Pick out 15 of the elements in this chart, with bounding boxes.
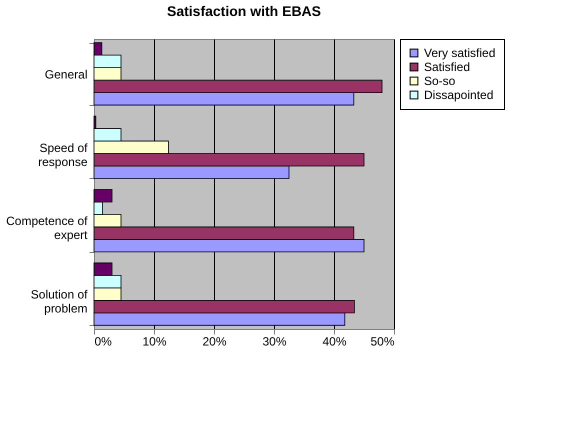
chart-title: Satisfaction with EBAS [166,3,322,19]
y-tick-label: Solution of problem [30,288,88,316]
x-tick-label: 50% [370,334,395,348]
legend-label: Very satisfied [424,46,496,60]
legend-label: Satisfied [424,60,470,74]
y-tick-label: Speed of response [38,140,88,169]
x-tick-label: 30% [262,334,287,348]
x-tick-label: 40% [322,334,347,348]
x-tick-label: 20% [202,334,227,348]
x-tick-label: 0% [94,334,112,348]
x-tick-label: 10% [142,334,167,348]
y-tick-label: General [44,67,88,82]
legend-label: Dissapointed [424,88,494,102]
legend-label: So-so [424,74,456,88]
y-tick-label: Competence of expert [6,214,88,242]
